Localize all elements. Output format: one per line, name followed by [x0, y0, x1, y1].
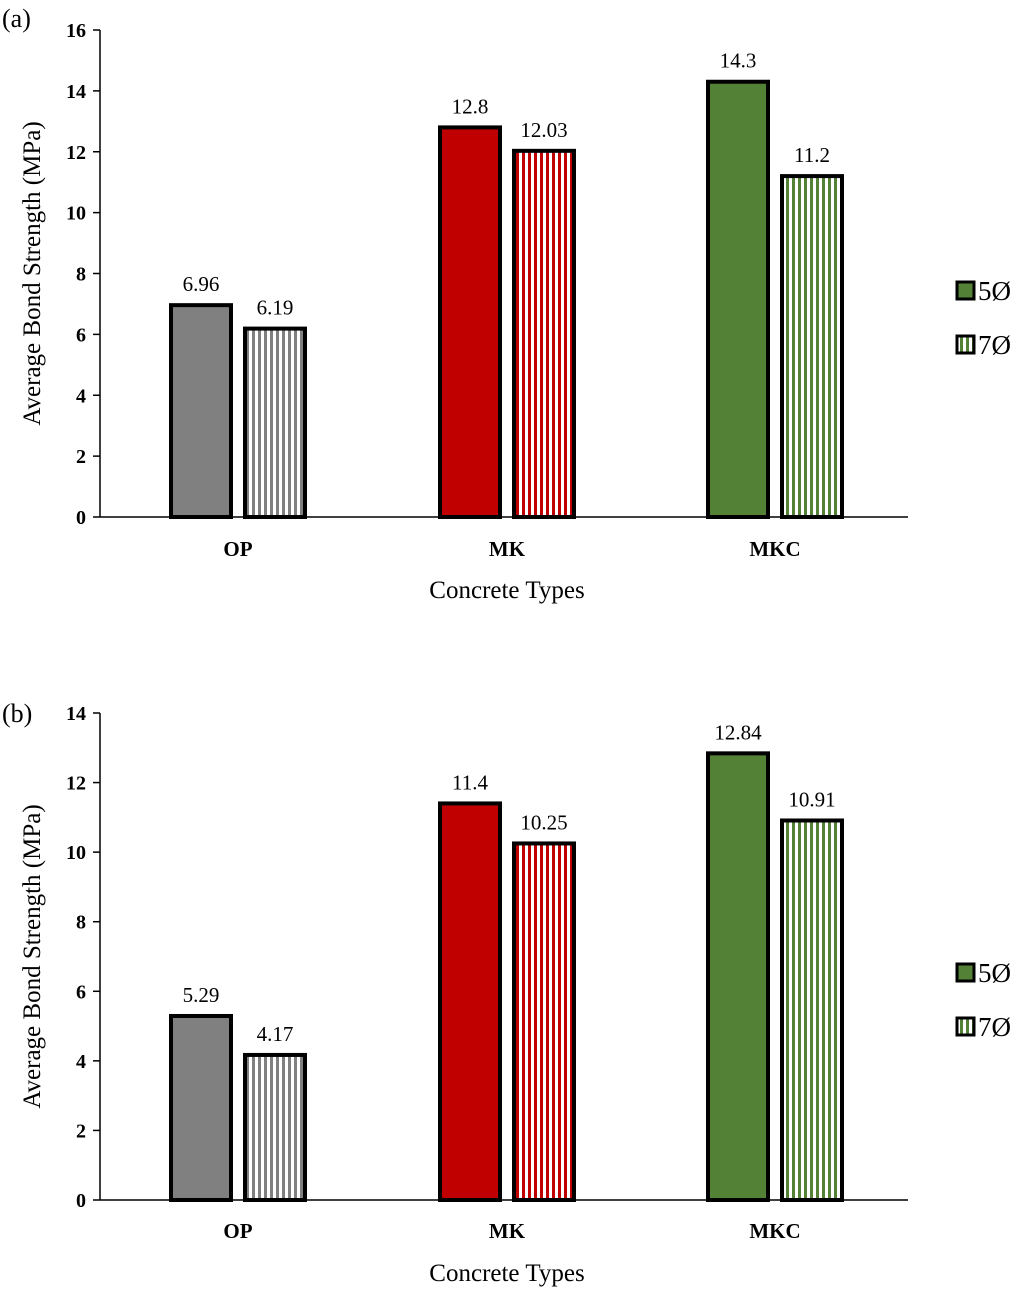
data-label: 5.29	[183, 983, 220, 1007]
y-tick-label: 14	[66, 81, 86, 103]
panel-label: (b)	[2, 699, 32, 728]
legend-label: 5Ø	[978, 958, 1011, 988]
y-tick-label: 16	[66, 20, 86, 42]
y-tick-label: 8	[76, 912, 86, 934]
bar-mk-5	[438, 125, 502, 520]
legend: 5Ø 7Ø	[955, 276, 1011, 360]
bar-mk-5	[438, 801, 502, 1202]
y-tick-label: 2	[76, 446, 86, 468]
x-axis-title: Concrete Types	[429, 577, 584, 604]
category-label-op: OP	[223, 537, 252, 561]
data-label: 6.19	[257, 296, 294, 320]
y-tick-label: 10	[66, 203, 86, 225]
y-tick-label: 2	[76, 1120, 86, 1142]
chart-panel-b: (b) Average Bond Strength (MPa) 0 2 4 6 8 10 12 1…	[2, 699, 1011, 1287]
y-tick-label: 4	[76, 385, 86, 407]
bar-op-5	[169, 1013, 233, 1203]
y-tick-label: 0	[76, 1190, 86, 1212]
data-label: 12.8	[452, 94, 489, 118]
bar-mkc-7	[780, 818, 844, 1202]
y-tick-label: 12	[66, 773, 86, 795]
bar-mk-7	[512, 148, 576, 519]
legend-label: 7Ø	[978, 1012, 1011, 1042]
data-label: 6.96	[183, 272, 220, 296]
data-label: 10.25	[520, 810, 567, 834]
data-label: 11.4	[452, 770, 488, 794]
data-label: 11.2	[794, 143, 830, 167]
y-tick-label: 6	[76, 324, 86, 346]
data-label: 12.84	[714, 720, 762, 744]
category-label-mk: MK	[489, 537, 526, 561]
y-axis-title: Average Bond Strength (MPa)	[19, 121, 46, 425]
y-tick-label: 14	[66, 703, 86, 725]
y-tick-label: 10	[66, 842, 86, 864]
y-tick-label: 0	[76, 507, 86, 529]
legend-swatch-5	[955, 962, 976, 983]
panel-label: (a)	[2, 4, 31, 33]
data-label: 14.3	[720, 49, 757, 73]
category-label-mkc: MKC	[749, 1219, 800, 1243]
legend-swatch-7	[955, 1016, 976, 1037]
bar-mkc-7	[780, 174, 844, 519]
legend-swatch-5	[955, 280, 976, 301]
data-label: 12.03	[520, 118, 567, 142]
bar-mkc-5	[706, 79, 770, 520]
legend-label: 5Ø	[978, 276, 1011, 306]
legend-swatch-7	[955, 334, 976, 355]
bar-mkc-5	[706, 751, 770, 1202]
bar-op-5	[169, 303, 233, 519]
data-label: 10.91	[788, 787, 835, 811]
legend: 5Ø 7Ø	[955, 958, 1011, 1042]
y-tick-label: 6	[76, 981, 86, 1003]
legend-label: 7Ø	[978, 330, 1011, 360]
category-label-mk: MK	[489, 1219, 526, 1243]
data-label: 4.17	[257, 1022, 294, 1046]
chart-panel-a: (a) Average Bond Strength (MPa) 0 2 4 6 8 10 12 1…	[2, 4, 1011, 604]
bar-op-7	[243, 1052, 307, 1203]
category-label-mkc: MKC	[749, 537, 800, 561]
y-tick-label: 8	[76, 264, 86, 286]
y-tick-label: 12	[66, 142, 86, 164]
bar-op-7	[243, 326, 307, 520]
x-axis-title: Concrete Types	[429, 1260, 584, 1287]
y-tick-label: 4	[76, 1051, 86, 1073]
bar-mk-7	[512, 841, 576, 1202]
y-axis-title: Average Bond Strength (MPa)	[19, 804, 46, 1108]
category-label-op: OP	[223, 1219, 252, 1243]
